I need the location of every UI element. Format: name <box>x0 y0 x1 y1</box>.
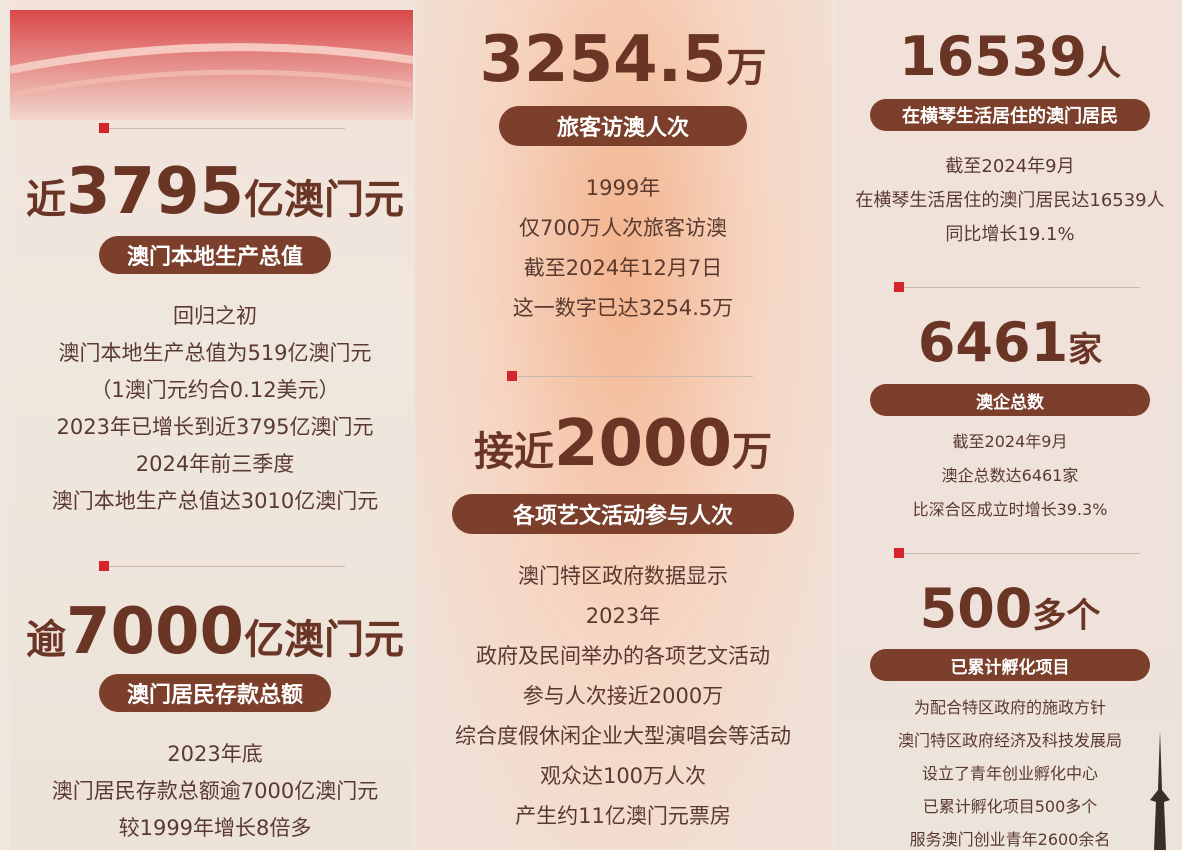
body-line: 2023年已增长到近3795亿澳门元 <box>56 415 374 439</box>
body-line: 服务澳门创业青年2600余名 <box>909 830 1111 849</box>
headline-prefix: 近 <box>25 177 66 223</box>
body-line: 截至2024年12月7日 <box>523 256 723 280</box>
body-line: 2023年 <box>585 604 661 628</box>
section-marker <box>99 561 345 571</box>
body-line: 澳门特区政府数据显示 <box>518 564 728 588</box>
headline-number: 6461 <box>917 311 1069 374</box>
body-line: 为配合特区政府的施政方针 <box>913 698 1107 717</box>
headline-number: 3795 <box>65 155 245 229</box>
headline-number: 16539 <box>899 25 1087 88</box>
headline-prefix: 逾 <box>25 617 66 663</box>
body-line: 澳门本地生产总值为519亿澳门元 <box>58 341 372 365</box>
label-badge: 在横琴生活居住的澳门居民 <box>870 99 1150 131</box>
label-badge: 澳门居民存款总额 <box>99 674 331 712</box>
headline-number: 2000 <box>553 407 733 481</box>
headline-suffix: 万 <box>726 45 767 91</box>
body-line: 2024年前三季度 <box>135 452 295 476</box>
body-line: 这一数字已达3254.5万 <box>512 296 734 320</box>
body-line: （1澳门元约合0.12美元） <box>90 378 340 402</box>
body-line: 澳门本地生产总值达3010亿澳门元 <box>51 489 379 513</box>
section-marker <box>507 371 753 381</box>
tower-icon <box>1150 730 1170 850</box>
headline-suffix: 人 <box>1086 44 1121 84</box>
headline-prefix: 接近 <box>473 429 554 475</box>
body-line: 综合度假休闲企业大型演唱会等活动 <box>455 724 791 748</box>
headline-suffix: 亿澳门元 <box>244 617 405 663</box>
section-marker <box>894 548 1140 558</box>
headline-suffix: 亿澳门元 <box>244 177 405 223</box>
headline: 500多个 <box>920 582 1101 636</box>
headline: 近3795亿澳门元 <box>26 160 404 224</box>
body-line: 澳门居民存款总额逾7000亿澳门元 <box>51 779 379 803</box>
body-line: 产生约11亿澳门元票房 <box>515 804 731 828</box>
body-line: 已累计孵化项目500多个 <box>922 797 1098 816</box>
section-marker <box>99 123 345 133</box>
body-line: 仅700万人次旅客访澳 <box>518 216 728 240</box>
headline: 接近2000万 <box>474 412 772 476</box>
headline-suffix: 多个 <box>1032 596 1101 636</box>
headline: 16539人 <box>899 30 1121 84</box>
headline: 6461家 <box>918 316 1102 370</box>
headline-number: 500 <box>919 577 1033 640</box>
body-line: 澳门特区政府经济及科技发展局 <box>897 731 1123 750</box>
body-line: 2023年底 <box>167 742 263 766</box>
headline: 逾7000亿澳门元 <box>26 600 404 664</box>
headline-number: 3254.5 <box>479 23 727 97</box>
label-badge: 澳企总数 <box>870 384 1150 416</box>
body-line: 截至2024年9月 <box>952 432 1068 451</box>
body-line: 在横琴生活居住的澳门居民达16539人 <box>855 190 1165 211</box>
body-line: 回归之初 <box>173 304 257 328</box>
label-badge: 已累计孵化项目 <box>870 649 1150 681</box>
body-line: 参与人次接近2000万 <box>522 684 724 708</box>
column-3 <box>835 0 1182 850</box>
headline-suffix: 万 <box>732 429 773 475</box>
body-line: 截至2024年9月 <box>945 156 1075 177</box>
label-badge: 各项艺文活动参与人次 <box>452 494 794 534</box>
label-badge: 旅客访澳人次 <box>499 106 747 146</box>
body-line: 澳企总数达6461家 <box>941 466 1079 485</box>
body-line: 观众达100万人次 <box>539 764 707 788</box>
label-badge: 澳门本地生产总值 <box>99 236 331 274</box>
banner-decoration <box>10 10 413 120</box>
body-line: 1999年 <box>585 176 661 200</box>
body-line: 政府及民间举办的各项艺文活动 <box>476 644 770 668</box>
headline-suffix: 家 <box>1068 330 1103 370</box>
body-line: 同比增长19.1% <box>945 224 1075 245</box>
section-marker <box>894 282 1140 292</box>
body-line: 设立了青年创业孵化中心 <box>921 764 1099 783</box>
body-line: 较1999年增长8倍多 <box>118 816 312 840</box>
headline-number: 7000 <box>65 595 245 669</box>
headline: 3254.5万 <box>480 28 767 92</box>
body-line: 比深合区成立时增长39.3% <box>912 500 1108 519</box>
